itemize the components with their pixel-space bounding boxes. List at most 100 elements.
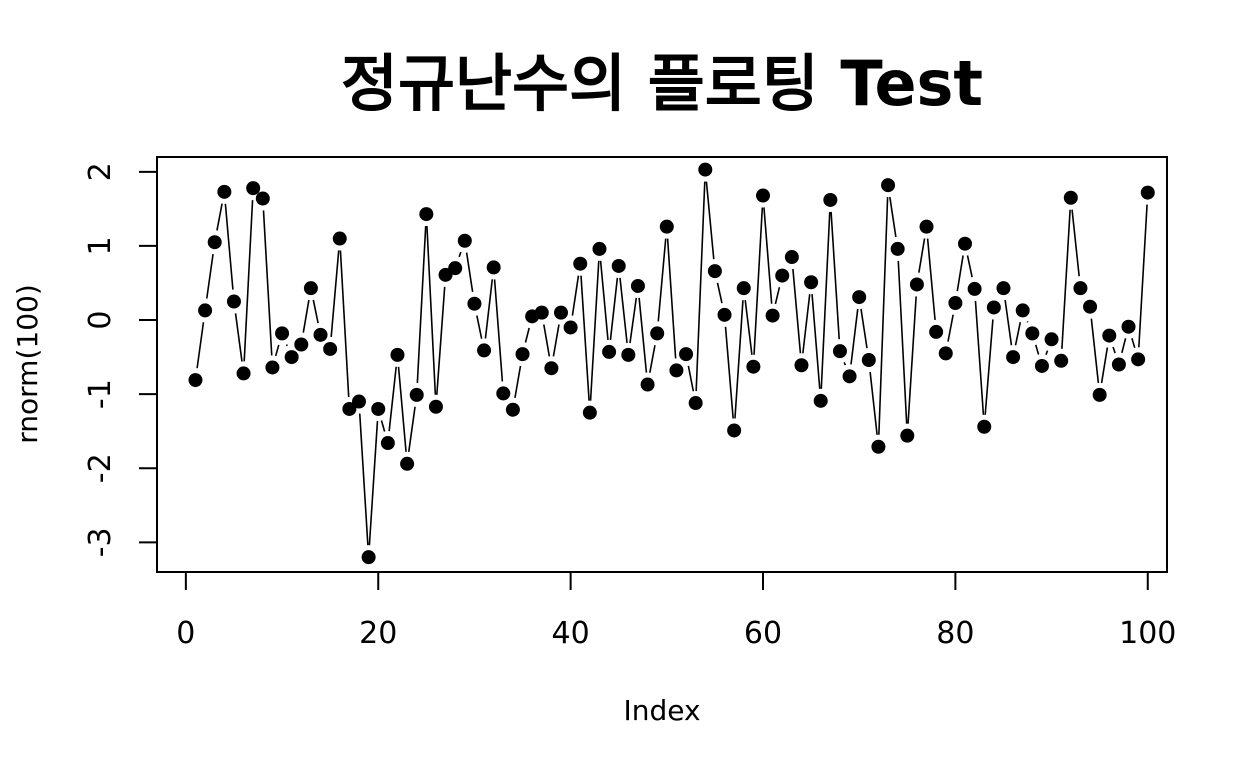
x-tick-label: 40 xyxy=(552,616,590,651)
data-point xyxy=(400,456,415,471)
series-segment xyxy=(609,277,619,341)
data-point xyxy=(419,207,434,222)
data-point xyxy=(1092,387,1107,402)
data-point xyxy=(284,350,299,365)
series-segment xyxy=(724,326,734,419)
data-point xyxy=(1006,350,1021,365)
series-segment xyxy=(224,203,234,290)
x-axis-label: Index xyxy=(623,694,700,727)
series-segment xyxy=(407,406,416,453)
series-segment xyxy=(339,250,350,398)
series-segment xyxy=(484,279,494,339)
data-point xyxy=(1121,319,1136,334)
series-segment xyxy=(830,211,840,340)
data-point xyxy=(352,394,366,409)
series-segment xyxy=(285,344,288,347)
data-point xyxy=(765,308,780,323)
data-point xyxy=(323,341,338,356)
data-point xyxy=(958,236,972,251)
data-point xyxy=(909,277,924,292)
series-segment xyxy=(243,200,254,362)
series-segment xyxy=(196,322,205,369)
data-point xyxy=(717,307,732,322)
series-segment xyxy=(811,294,821,389)
series-segment xyxy=(666,238,677,359)
data-point xyxy=(534,305,549,320)
series-segment xyxy=(436,286,446,395)
data-point xyxy=(784,250,799,265)
data-point xyxy=(1083,299,1098,314)
series-segment xyxy=(1014,321,1022,346)
series-segment xyxy=(907,296,917,424)
series-segment xyxy=(262,210,273,356)
series-segment xyxy=(552,324,560,357)
y-axis-label: rnorm(100) xyxy=(11,284,44,443)
data-point xyxy=(852,290,867,305)
series-segment xyxy=(802,294,811,354)
series-segment xyxy=(1045,350,1049,355)
data-point xyxy=(669,363,684,378)
series-segment xyxy=(1131,337,1136,349)
series-segment xyxy=(416,226,427,383)
data-point xyxy=(842,369,857,384)
series-segment xyxy=(638,297,648,373)
data-point xyxy=(294,337,309,352)
series-segment xyxy=(619,277,628,344)
series-segment xyxy=(1138,204,1148,348)
data-point xyxy=(226,294,241,309)
data-point xyxy=(948,295,963,310)
data-point xyxy=(804,275,819,290)
data-point xyxy=(967,281,982,296)
data-point xyxy=(428,399,443,414)
data-point xyxy=(756,188,770,203)
data-point xyxy=(236,366,251,381)
series-segment xyxy=(774,287,781,305)
series-segment xyxy=(695,181,706,392)
data-point xyxy=(775,268,790,283)
series-segment xyxy=(1071,209,1080,277)
data-point xyxy=(794,358,809,373)
series-segment xyxy=(897,260,908,424)
series-segment xyxy=(734,300,744,419)
y-tick-label: 1 xyxy=(83,236,118,255)
series-segment xyxy=(274,344,280,357)
data-point xyxy=(1063,190,1078,205)
series-segment xyxy=(792,268,802,354)
series-segment xyxy=(599,260,609,341)
data-point xyxy=(688,396,703,411)
data-point xyxy=(727,423,742,438)
series-segment xyxy=(705,181,715,260)
series-segment xyxy=(629,297,638,344)
series-segment xyxy=(716,282,723,304)
data-point xyxy=(621,347,636,362)
data-point xyxy=(1102,328,1117,343)
data-point xyxy=(505,402,520,417)
data-point xyxy=(650,326,665,341)
series-segment xyxy=(388,366,397,432)
series-segment xyxy=(850,308,859,365)
data-point xyxy=(332,231,347,246)
series-segment xyxy=(514,365,522,399)
series-segment xyxy=(763,207,773,304)
data-point xyxy=(919,219,934,234)
data-point xyxy=(929,324,944,339)
data-point xyxy=(890,241,905,256)
data-point xyxy=(861,353,876,368)
data-point xyxy=(938,346,953,361)
data-point xyxy=(198,303,213,318)
data-point xyxy=(380,436,395,451)
data-point xyxy=(736,281,751,296)
data-point xyxy=(611,258,626,273)
series-segment xyxy=(493,279,504,382)
data-point xyxy=(1111,357,1126,372)
data-point xyxy=(592,241,607,256)
y-tick-label: -2 xyxy=(83,453,118,483)
series-segment xyxy=(543,324,551,357)
series-segment xyxy=(649,345,656,373)
data-point xyxy=(1015,303,1030,318)
data-point xyxy=(467,296,482,311)
series-segment xyxy=(465,252,474,292)
plot-frame xyxy=(156,156,1168,573)
series-segment xyxy=(956,255,964,292)
data-point xyxy=(573,256,588,271)
